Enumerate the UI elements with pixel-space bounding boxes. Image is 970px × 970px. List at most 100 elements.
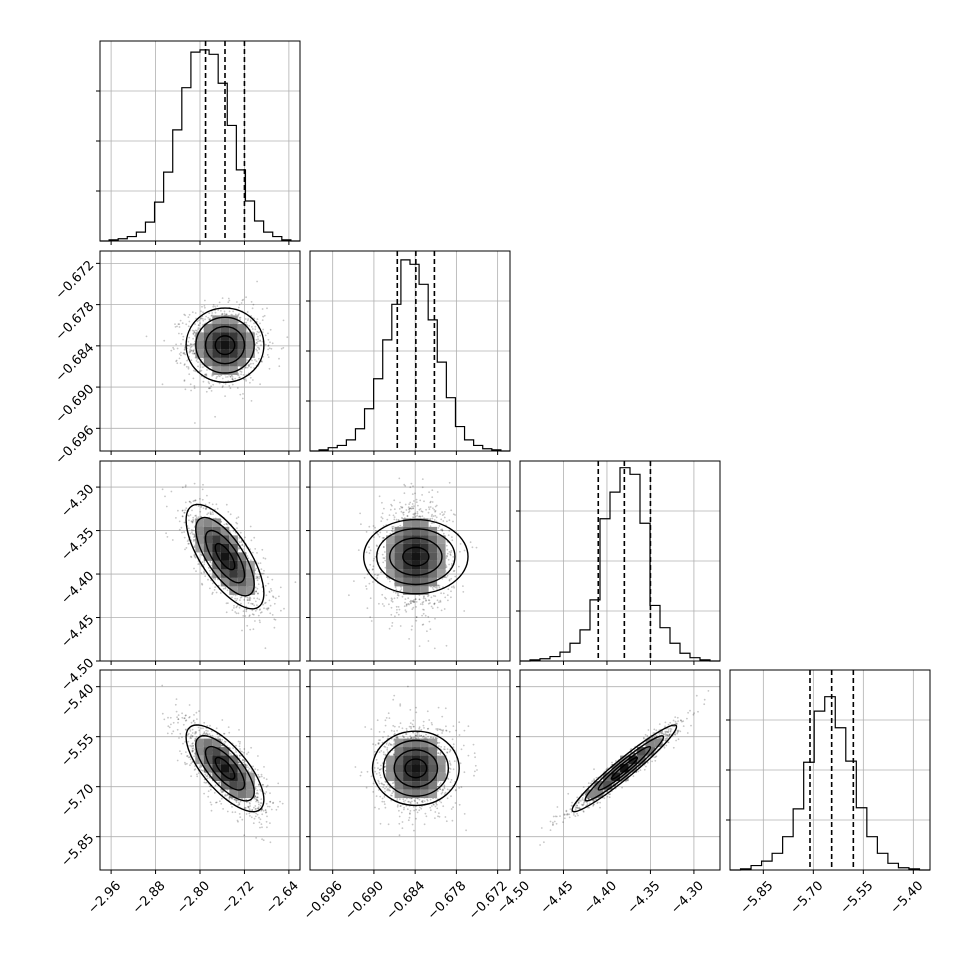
scatter-point bbox=[374, 556, 377, 558]
scatter-point bbox=[257, 562, 260, 565]
scatter-point bbox=[227, 511, 230, 513]
scatter-point bbox=[433, 602, 436, 605]
scatter-point bbox=[204, 299, 206, 302]
scatter-point bbox=[254, 359, 256, 361]
scatter-point bbox=[427, 595, 429, 598]
scatter-point bbox=[207, 567, 210, 569]
scatter-point bbox=[185, 719, 188, 722]
scatter-point bbox=[204, 575, 207, 578]
scatter-point bbox=[258, 347, 260, 349]
density-cell bbox=[237, 323, 247, 333]
scatter-point bbox=[444, 511, 446, 513]
scatter-point bbox=[408, 508, 410, 511]
scatter-point bbox=[249, 319, 252, 322]
scatter-point bbox=[270, 589, 273, 592]
scatter-point bbox=[441, 577, 444, 580]
scatter-point bbox=[261, 308, 264, 310]
scatter-point bbox=[245, 801, 248, 804]
scatter-point bbox=[204, 306, 206, 309]
scatter-point bbox=[381, 593, 384, 596]
scatter-point bbox=[215, 377, 218, 380]
scatter-point bbox=[235, 521, 238, 524]
density-cell bbox=[203, 357, 213, 367]
scatter-point bbox=[210, 385, 213, 388]
scatter-point bbox=[372, 565, 375, 568]
scatter-point bbox=[411, 625, 413, 627]
scatter-point bbox=[399, 524, 402, 527]
scatter-point bbox=[403, 483, 406, 486]
scatter-point bbox=[369, 616, 372, 619]
scatter-point bbox=[432, 507, 434, 510]
scatter-point bbox=[416, 512, 419, 515]
scatter-point bbox=[412, 516, 414, 519]
scatter-point bbox=[256, 577, 259, 579]
scatter-point bbox=[434, 586, 437, 589]
scatter-point bbox=[191, 509, 193, 512]
scatter-point bbox=[386, 531, 388, 533]
scatter-point bbox=[220, 310, 222, 312]
scatter-point bbox=[189, 348, 192, 351]
scatter-point bbox=[205, 390, 208, 393]
scatter-point bbox=[414, 598, 417, 600]
scatter-point bbox=[228, 385, 231, 387]
scatter-point bbox=[194, 722, 196, 724]
scatter-point bbox=[201, 305, 203, 308]
scatter-point bbox=[176, 362, 179, 365]
density-cell bbox=[246, 340, 255, 350]
scatter-point bbox=[194, 556, 197, 559]
scatter-point bbox=[241, 818, 244, 821]
scatter-point bbox=[399, 625, 402, 627]
scatter-point bbox=[253, 317, 256, 320]
scatter-point bbox=[190, 745, 193, 748]
scatter-point bbox=[462, 591, 465, 593]
scatter-point bbox=[257, 352, 260, 354]
scatter-point bbox=[198, 319, 200, 322]
scatter-point bbox=[201, 582, 203, 585]
scatter-point bbox=[250, 362, 252, 365]
scatter-point bbox=[389, 508, 392, 511]
scatter-point bbox=[445, 566, 448, 568]
scatter-point bbox=[191, 750, 194, 753]
scatter-point bbox=[267, 582, 270, 585]
scatter-point bbox=[379, 531, 382, 534]
density-cell bbox=[229, 569, 238, 578]
scatter-point bbox=[438, 584, 441, 587]
density-cell bbox=[212, 340, 221, 350]
scatter-point bbox=[238, 801, 240, 804]
scatter-point bbox=[193, 353, 195, 355]
scatter-point bbox=[416, 514, 418, 517]
scatter-point bbox=[391, 527, 394, 530]
scatter-point bbox=[280, 347, 283, 350]
scatter-point bbox=[258, 619, 261, 622]
scatter-point bbox=[249, 548, 252, 550]
scatter-point bbox=[240, 596, 243, 598]
scatter-point bbox=[257, 592, 259, 595]
scatter-point bbox=[395, 611, 398, 614]
scatter-point bbox=[210, 513, 212, 516]
scatter-panel-3-1 bbox=[161, 482, 297, 650]
scatter-point bbox=[205, 732, 208, 734]
scatter-point bbox=[390, 503, 392, 506]
scatter-point bbox=[429, 525, 432, 528]
scatter-point bbox=[192, 744, 195, 747]
scatter-point bbox=[237, 761, 240, 764]
density-cell bbox=[403, 526, 412, 536]
scatter-point bbox=[269, 341, 271, 344]
scatter-point bbox=[250, 400, 253, 402]
scatter-point bbox=[215, 503, 218, 506]
scatter-point bbox=[249, 805, 252, 807]
scatter-point bbox=[166, 732, 169, 735]
density-cell bbox=[246, 577, 255, 587]
scatter-point bbox=[266, 307, 268, 310]
scatter-point bbox=[210, 366, 213, 369]
scatter-point bbox=[453, 586, 455, 589]
scatter-point bbox=[191, 352, 194, 355]
scatter-point bbox=[372, 559, 375, 562]
scatter-point bbox=[212, 513, 214, 515]
scatter-point bbox=[235, 799, 238, 802]
scatter-point bbox=[268, 590, 271, 593]
scatter-point bbox=[205, 507, 208, 509]
scatter-point bbox=[249, 376, 252, 379]
scatter-point bbox=[247, 602, 250, 604]
scatter-point bbox=[203, 732, 206, 734]
